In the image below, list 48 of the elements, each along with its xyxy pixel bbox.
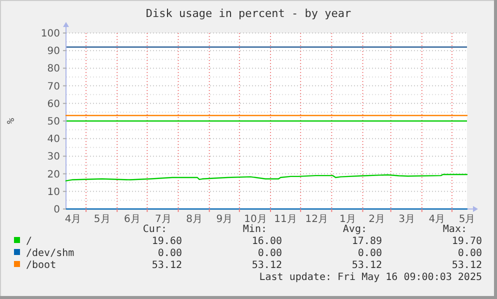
- text: 19.60: [152, 236, 182, 247]
- y-tick-label: 60: [47, 98, 60, 110]
- y-tick-label: 30: [47, 152, 60, 163]
- text: Min:: [242, 224, 267, 235]
- text: 53.12: [252, 260, 282, 271]
- x-tick-label: 10月: [244, 214, 267, 225]
- x-tick-label: 1月: [340, 214, 356, 225]
- x-tick-label: 5月: [94, 214, 110, 225]
- y-tick-label: 40: [47, 134, 60, 146]
- y-tick-label: 50: [47, 116, 60, 128]
- legend-label: /dev/shm: [26, 248, 74, 259]
- text: 53.12: [152, 260, 182, 271]
- x-tick-label: 3月: [398, 214, 416, 225]
- text: Cur:: [142, 224, 167, 235]
- text: 0.00: [158, 248, 182, 259]
- x-tick-label: 9月: [216, 214, 233, 225]
- y-tick-label: 20: [47, 169, 60, 180]
- y-tick-label: 0: [54, 204, 60, 216]
- legend-label: /: [26, 236, 32, 247]
- y-axis-title: %: [6, 118, 17, 124]
- x-tick-label: 7月: [155, 214, 172, 225]
- y-tick-label: 70: [47, 81, 60, 92]
- line-series: [65, 174, 468, 182]
- x-tick-label: 4月: [428, 214, 446, 225]
- y-tick-label: 100: [40, 28, 60, 40]
- x-tick-label: 11月: [274, 214, 297, 225]
- x-tick-label: 4月: [64, 214, 82, 225]
- y-tick-label: 90: [47, 46, 60, 58]
- text: 0.00: [458, 248, 482, 259]
- y-tick-label: 10: [47, 186, 60, 198]
- text: 53.12: [452, 260, 482, 271]
- y-tick-label: 80: [47, 64, 60, 75]
- text: 19.70: [452, 236, 482, 247]
- text: 53.12: [352, 260, 382, 271]
- text: Last update: Fri May 16 09:00:03 2025: [259, 272, 482, 283]
- x-tick-label: 5月: [458, 214, 476, 225]
- x-tick-label: 2月: [368, 214, 385, 225]
- text: Avg:: [342, 224, 367, 235]
- x-tick-label: 6月: [124, 214, 140, 225]
- text: 0.00: [358, 248, 382, 259]
- text: Max:: [442, 224, 467, 235]
- x-tick-label: 12月: [305, 214, 328, 225]
- legend-label: /boot: [26, 260, 56, 271]
- text: 16.00: [252, 236, 282, 247]
- text: 0.00: [258, 248, 282, 259]
- text: 17.89: [352, 236, 382, 247]
- chart-title: Disk usage in percent - by year: [146, 7, 352, 20]
- x-tick-label: 8月: [186, 214, 203, 225]
